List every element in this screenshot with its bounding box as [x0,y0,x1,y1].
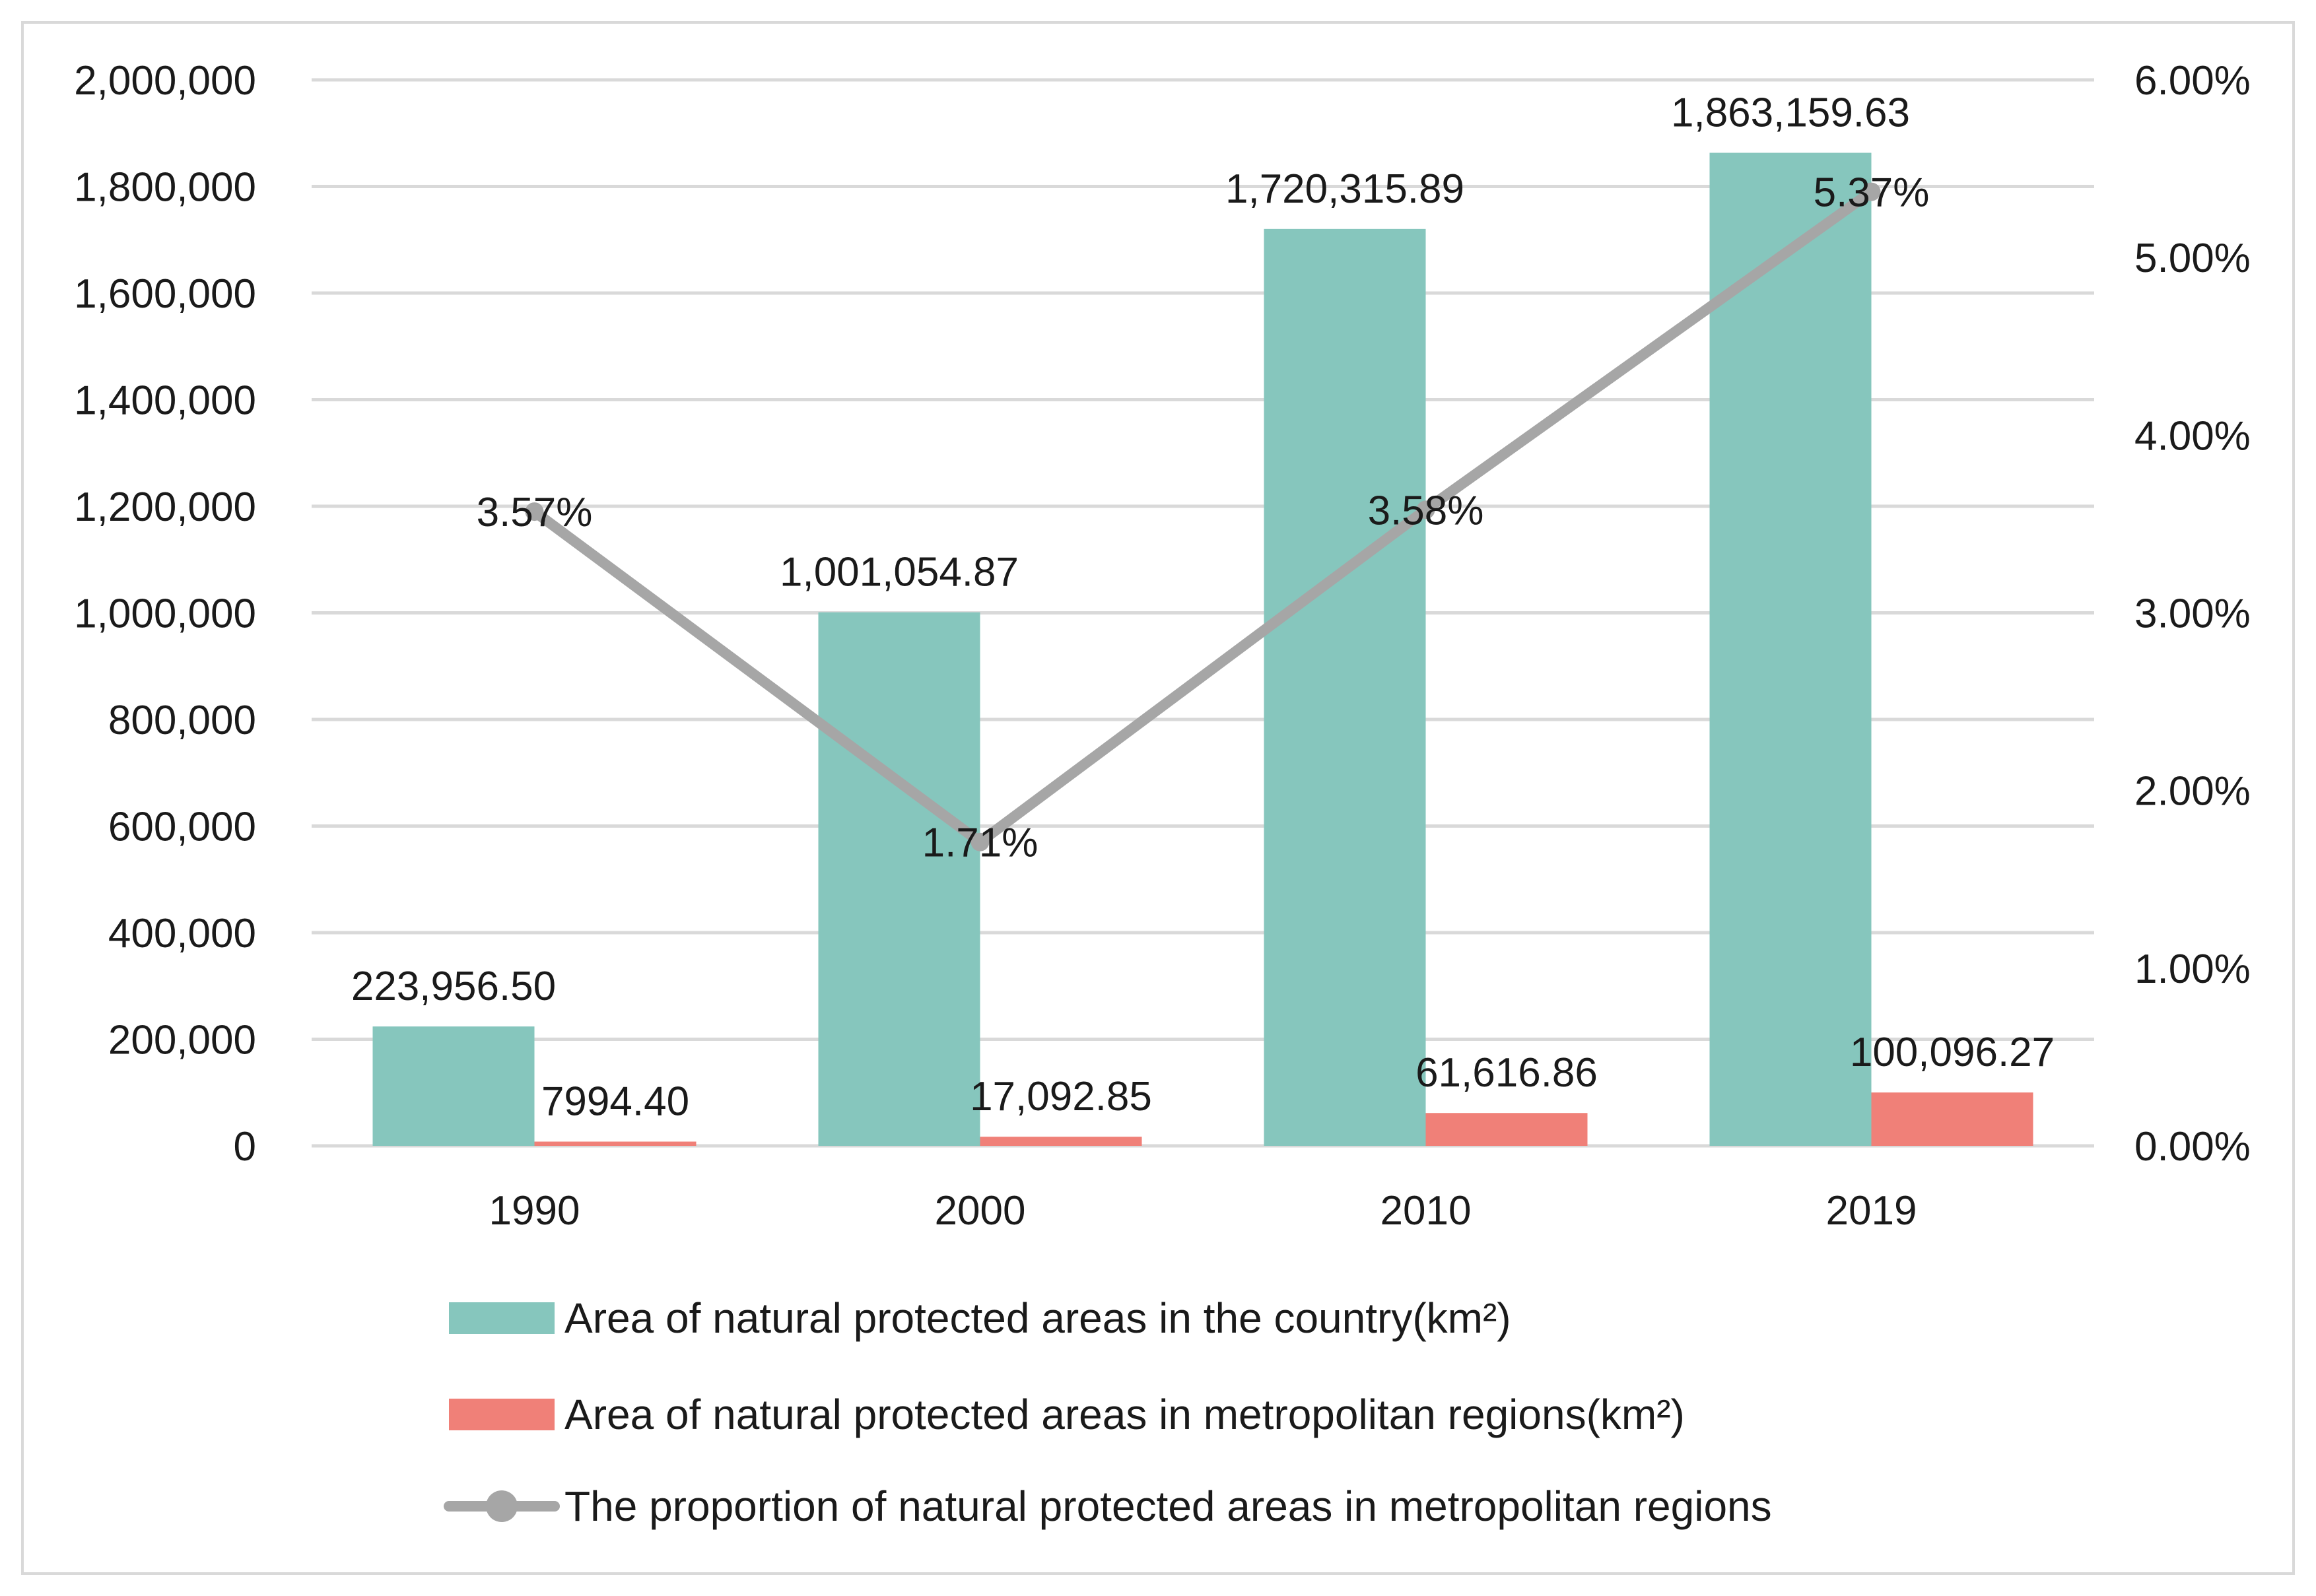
y-left-tick-label: 0 [234,1124,256,1170]
data-label-metro: 17,092.85 [970,1074,1152,1119]
legend-marker-proportion [486,1490,518,1522]
bar-country-1990 [372,1026,535,1146]
proportion-line [529,186,1877,848]
y-right-tick-label: 1.00% [2134,947,2251,992]
bar-metro-1990 [534,1141,697,1146]
y-right-tick-label: 4.00% [2134,413,2251,459]
y-left-tick-label: 800,000 [108,698,256,743]
data-label-country: 1,720,315.89 [1225,166,1464,212]
data-label-country: 1,863,159.63 [1671,90,1910,135]
y-left-tick-label: 1,400,000 [74,378,256,424]
x-tick-label: 2000 [935,1188,1026,1234]
data-label-country: 1,001,054.87 [780,550,1019,595]
legend-swatch-metro [449,1399,555,1430]
x-tick-label: 2019 [1826,1188,1917,1234]
y-left-tick-label: 600,000 [108,805,256,850]
y-left-tick-label: 200,000 [108,1018,256,1063]
data-label-proportion: 1.71% [922,820,1039,866]
data-label-metro: 100,096.27 [1850,1030,2055,1075]
legend-label-metro: Area of natural protected areas in metro… [564,1391,1685,1438]
legend-label-country: Area of natural protected areas in the c… [564,1294,1511,1342]
proportion-point-2019 [1862,182,1881,201]
y-right-tick-label: 5.00% [2134,236,2251,281]
chart-frame [21,21,2295,1575]
y-left-tick-label: 1,200,000 [74,484,256,530]
data-label-proportion: 3.57% [477,490,593,535]
y-left-tick-label: 1,000,000 [74,591,256,637]
proportion-point-2000 [971,832,990,851]
data-label-country: 223,956.50 [351,964,556,1009]
bar-country-2019 [1709,152,1872,1147]
y-left-tick-label: 1,600,000 [74,271,256,317]
y-left-tick-label: 1,800,000 [74,165,256,211]
y-left-tick-label: 2,000,000 [74,58,256,104]
y-right-tick-label: 6.00% [2134,58,2251,104]
y-right-tick-label: 3.00% [2134,591,2251,637]
bar-metro-2000 [980,1137,1142,1146]
data-label-proportion: 3.58% [1368,488,1484,533]
x-tick-label: 1990 [489,1188,580,1234]
bar-country-2000 [818,612,980,1146]
x-tick-label: 2010 [1380,1188,1472,1234]
bar-metro-2010 [1425,1113,1588,1146]
data-label-metro: 7994.40 [541,1079,689,1125]
bar-country-2010 [1264,228,1426,1146]
legend-label-proportion: The proportion of natural protected area… [564,1482,1772,1530]
proportion-point-2010 [1416,500,1435,519]
y-right-tick-label: 2.00% [2134,769,2251,815]
proportion-point-1990 [525,502,544,521]
data-label-metro: 61,616.86 [1415,1050,1598,1096]
bar-metro-2019 [1871,1092,2033,1146]
y-left-tick-label: 400,000 [108,911,256,956]
data-label-proportion: 5.37% [1814,170,1930,216]
y-right-tick-label: 0.00% [2134,1124,2251,1170]
legend-swatch-country [449,1302,555,1334]
